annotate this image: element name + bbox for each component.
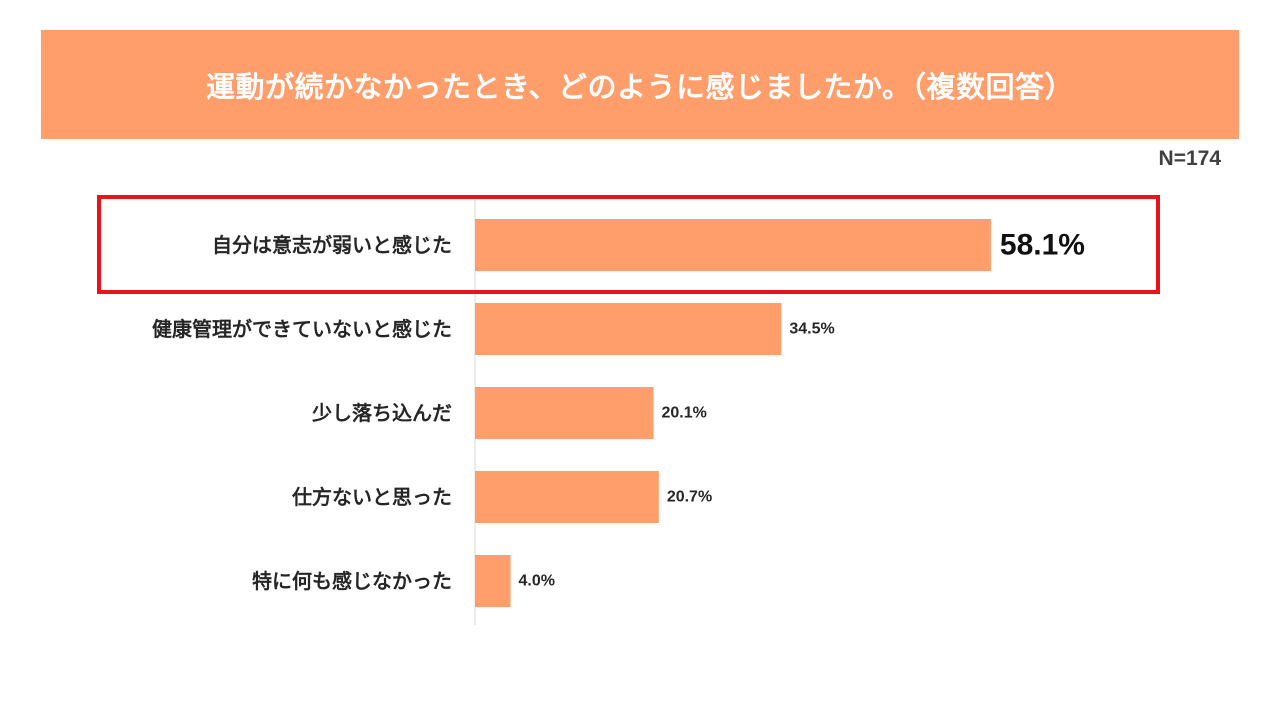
bar — [475, 303, 782, 355]
value-label: 58.1% — [1000, 229, 1085, 262]
highlight-box — [97, 195, 1160, 294]
bar — [475, 471, 659, 523]
bars-group: 自分は意志が弱いと感じた 58.1% 健康管理ができていないと感じた 34.5% 少し落… — [152, 219, 1085, 607]
category-label: 特に何も感じなかった — [252, 569, 452, 593]
category-label: 仕方ないと思った — [291, 485, 452, 509]
bar — [475, 555, 511, 607]
value-label: 34.5% — [789, 321, 834, 338]
title-banner: 運動が続かなかったとき、どのように感じましたか。（複数回答） — [41, 30, 1239, 139]
category-label: 少し落ち込んだ — [311, 401, 452, 425]
category-label: 自分は意志が弱いと感じた — [212, 233, 452, 257]
category-label: 健康管理ができていないと感じた — [152, 317, 452, 341]
chart-title: 運動が続かなかったとき、どのように感じましたか。（複数回答） — [206, 69, 1074, 104]
value-label: 4.0% — [519, 573, 555, 590]
bar — [475, 219, 991, 271]
sample-size-label: N=174 — [1158, 147, 1221, 170]
value-label: 20.7% — [667, 489, 712, 506]
bar — [475, 387, 654, 439]
value-label: 20.1% — [661, 405, 706, 422]
